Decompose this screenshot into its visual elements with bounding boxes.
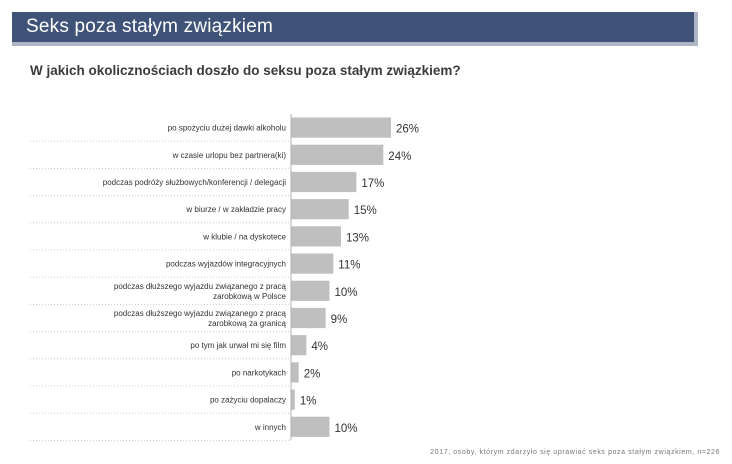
category-label: w innych	[254, 423, 286, 432]
value-label: 24%	[388, 151, 411, 163]
value-label: 9%	[331, 314, 348, 326]
category-label: podczas podróży służbowych/konferencji /…	[103, 178, 286, 187]
category-label: podczas dłuższego wyjazdu związanego z p…	[114, 282, 287, 291]
value-label: 13%	[346, 232, 369, 244]
footnote: 2017, osoby, którym zdarzyło się uprawia…	[430, 449, 720, 456]
bar	[291, 280, 330, 301]
category-label: podczas dłuższego wyjazdu związanego z p…	[114, 309, 287, 318]
category-label: po narkotykach	[232, 368, 286, 377]
value-label: 1%	[300, 396, 317, 408]
page-title: Seks poza stałym związkiem	[26, 16, 273, 37]
value-label: 11%	[338, 260, 360, 272]
bar	[291, 362, 299, 383]
bar	[291, 389, 295, 410]
value-label: 10%	[334, 287, 357, 299]
bar	[291, 117, 391, 138]
value-label: 4%	[311, 341, 328, 353]
category-label: podczas wyjazdów integracyjnych	[166, 260, 286, 269]
bar	[291, 335, 307, 356]
category-label: po tym jak urwał mi się film	[190, 341, 286, 350]
category-label: w czasie urlopu bez partnera(ki)	[172, 151, 287, 160]
value-label: 26%	[396, 124, 419, 136]
bar	[291, 226, 341, 247]
title-banner: Seks poza stałym związkiem	[12, 12, 698, 46]
category-label: w klubie / na dyskotece	[202, 232, 286, 241]
value-label: 17%	[361, 178, 384, 190]
category-label: po spożyciu dużej dawki alkoholu	[168, 124, 286, 133]
category-label: zarobkową za granicą	[208, 319, 286, 328]
bar	[291, 171, 357, 193]
bar	[291, 253, 334, 274]
bar	[291, 199, 349, 220]
value-label: 15%	[354, 205, 377, 217]
value-label: 2%	[304, 368, 321, 380]
category-label: po zażyciu dopalaczy	[210, 396, 286, 405]
category-label: zarobkową w Polsce	[213, 292, 286, 301]
bar	[291, 144, 384, 165]
bar	[291, 416, 330, 437]
bar	[291, 307, 326, 329]
value-label: 10%	[334, 423, 357, 435]
category-label: w biurze / w zakładzie pracy	[185, 205, 286, 214]
chart-question: W jakich okolicznościach doszło do seksu…	[30, 63, 461, 78]
